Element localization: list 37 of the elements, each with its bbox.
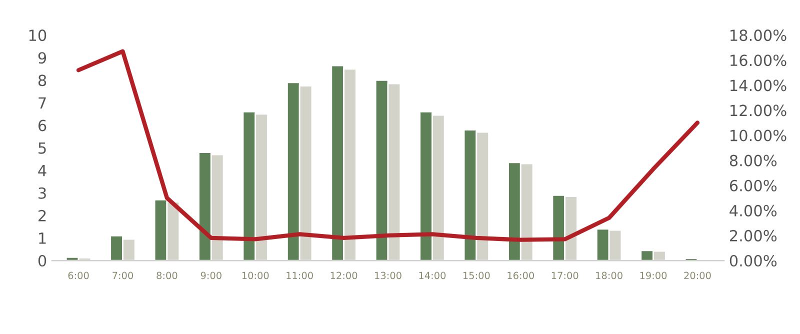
- x-tick-label: 13:00: [375, 272, 402, 280]
- y-tick-label: 0: [38, 254, 46, 267]
- y-tick-label: 4: [38, 165, 46, 176]
- x-tick-label: 19:00: [640, 272, 667, 280]
- y2-tick-label: 0.00%: [730, 254, 777, 267]
- y-tick-label: 6: [38, 120, 46, 132]
- x-tick-label: 7:00: [112, 272, 134, 280]
- line-series: [76, 49, 700, 242]
- y2-tick-label: 18.00%: [730, 30, 786, 42]
- y2-tick-label: 8.00%: [730, 154, 777, 166]
- x-tick-label: 11:00: [286, 272, 313, 280]
- x-tick-label: 16:00: [508, 272, 534, 280]
- x-tick-label: 14:00: [419, 272, 446, 280]
- y-tick-label: 7: [38, 97, 46, 109]
- x-tick-label: 20:00: [684, 272, 711, 280]
- y2-tick-label: 4.00%: [730, 204, 777, 216]
- x-tick-label: 18:00: [596, 272, 622, 280]
- x-tick-label: 10:00: [242, 272, 269, 280]
- y2-tick-label: 16.00%: [730, 54, 786, 66]
- x-tick-label: 8:00: [156, 272, 178, 280]
- y-tick-label: 3: [38, 187, 46, 199]
- x-tick-label: 12:00: [330, 272, 358, 280]
- x-tick-label: 9:00: [200, 272, 222, 280]
- y-tick-label: 5: [38, 142, 46, 154]
- y2-tick-label: 6.00%: [730, 180, 777, 192]
- y-tick-label: 1: [39, 232, 46, 244]
- y2-tick-label: 14.00%: [730, 80, 786, 92]
- y2-tick-label: 10.00%: [730, 130, 786, 142]
- y2-tick-label: 12.00%: [730, 104, 786, 116]
- y-tick-label: 10: [29, 30, 46, 42]
- y-tick-label: 9: [38, 52, 46, 64]
- y2-tick-label: 2.00%: [730, 230, 777, 242]
- x-tick-label: 17:00: [552, 272, 578, 280]
- y-tick-label: 8: [38, 74, 46, 86]
- x-tick-label: 15:00: [463, 272, 490, 280]
- y-tick-label: 2: [38, 210, 46, 222]
- x-tick-label: 6:00: [68, 272, 89, 280]
